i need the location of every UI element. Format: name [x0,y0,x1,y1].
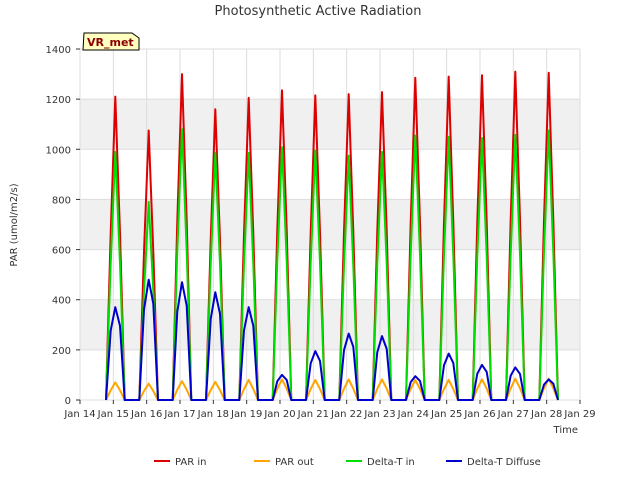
x-tick-label: Jan 24 [397,409,429,420]
site-tag: VR_met [82,32,140,51]
plot-bands [80,99,580,350]
legend-label: Delta-T in [367,457,415,468]
y-axis-title: PAR (umol/m2/s) [9,183,20,266]
x-tick-label: Jan 14 [63,409,95,420]
site-tag-label: VR_met [87,36,134,49]
y-tick-label: 800 [52,195,71,206]
x-tick-label: Jan 21 [297,409,329,420]
y-tick-label: 1000 [46,145,71,156]
y-tick-label: 400 [52,296,71,307]
x-tick-label: Jan 26 [463,409,495,420]
x-tick-label: Jan 16 [130,409,162,420]
x-tick-label: Jan 18 [197,409,229,420]
x-tick-label: Jan 22 [330,409,362,420]
series-lines [105,70,559,401]
legend: PAR in PAR out Delta-T in Delta-T Diffuse [154,457,541,468]
legend-label: Delta-T Diffuse [467,457,541,468]
x-tick-label: Jan 25 [430,409,462,420]
y-tick-label: 200 [52,346,71,357]
x-tick-label: Jan 23 [363,409,395,420]
x-tick-label: Jan 20 [263,409,295,420]
series-line-delta-t-diffuse [105,278,559,401]
y-tick-label: 0 [65,396,71,407]
x-axis: Jan 14 Jan 15 Jan 16 Jan 17 Jan 18 Jan 19 Jan … [63,400,596,420]
legend-label: PAR out [275,457,314,468]
plot-band [80,199,580,250]
x-tick-label: Jan 29 [563,409,595,420]
y-axis: 0 200 400 600 800 1000 1200 1400 [46,45,80,407]
chart-title: Photosynthetic Active Radiation [215,4,422,19]
x-tick-label: Jan 15 [97,409,129,420]
y-tick-label: 600 [52,246,71,257]
plot-band [80,299,580,350]
legend-label: PAR in [175,457,206,468]
x-tick-label: Jan 28 [530,409,562,420]
plot-band [80,99,580,150]
x-tick-label: Jan 19 [230,409,262,420]
y-tick-label: 1400 [46,45,71,56]
x-tick-label: Jan 17 [163,409,195,420]
y-tick-label: 1200 [46,95,71,106]
x-tick-label: Jan 27 [497,409,529,420]
x-axis-title: Time [553,425,578,436]
